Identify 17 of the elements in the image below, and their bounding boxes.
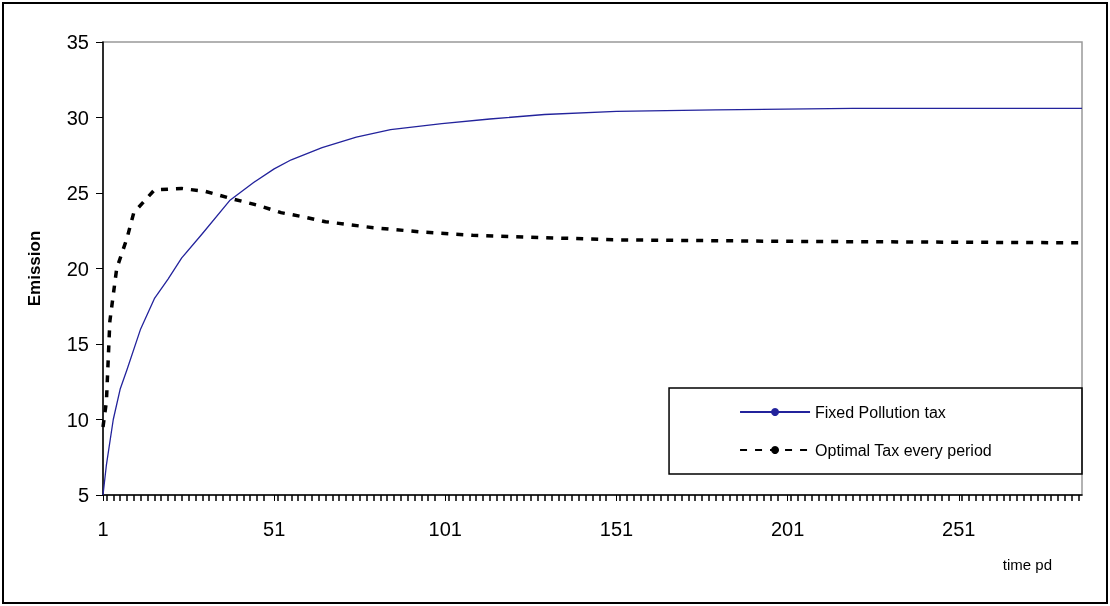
y-tick-label: 35 xyxy=(66,31,89,53)
x-tick-label: 101 xyxy=(428,518,462,540)
x-tick-label: 251 xyxy=(942,518,976,540)
y-tick-label: 30 xyxy=(66,106,89,129)
x-tick-label: 51 xyxy=(263,518,286,540)
legend-label: Optimal Tax every period xyxy=(815,441,992,459)
y-tick-label: 25 xyxy=(66,182,89,204)
y-tick-label: 15 xyxy=(66,333,89,355)
x-tick-label: 151 xyxy=(599,518,634,540)
legend-label: Fixed Pollution tax xyxy=(815,403,946,421)
y-tick-label: 20 xyxy=(66,257,89,280)
y-axis-title: Emission xyxy=(25,230,44,307)
y-tick-label: 5 xyxy=(77,484,89,506)
x-tick-label: 1 xyxy=(97,518,109,540)
y-tick-label: 10 xyxy=(66,408,89,431)
x-axis-title: time pd xyxy=(1002,556,1052,573)
x-tick-label: 201 xyxy=(770,518,805,540)
